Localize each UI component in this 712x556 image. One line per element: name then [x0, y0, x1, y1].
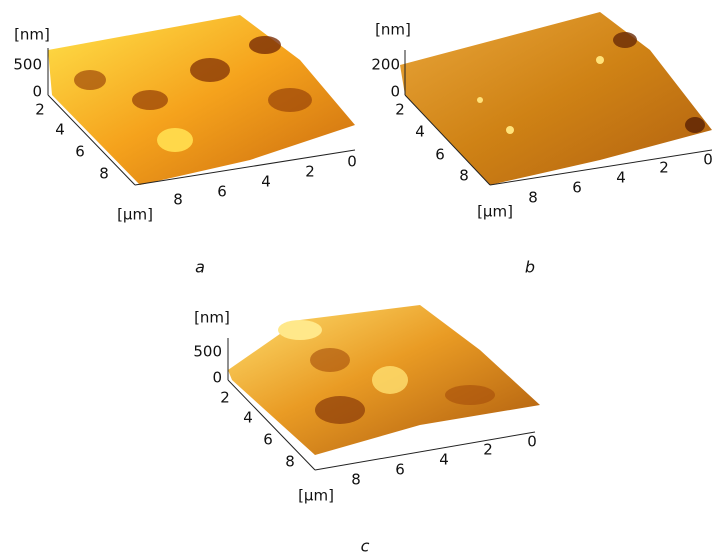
z-tick-label: 500 [193, 343, 222, 361]
base-tick-label: 8 [173, 191, 183, 209]
base-tick-label: 0 [703, 151, 712, 169]
surface-a [48, 15, 355, 185]
base-tick-label: 0 [527, 433, 537, 451]
depth-tick-label: 2 [220, 389, 230, 407]
depth-tick-label: 4 [243, 409, 253, 427]
base-tick-label: 6 [572, 179, 582, 197]
z-tick-label: 0 [390, 83, 400, 101]
caption: c [361, 537, 370, 556]
depth-tick-label: 6 [435, 146, 445, 164]
depth-tick-label: 8 [285, 453, 295, 471]
z-tick-label: 0 [32, 83, 42, 101]
z-tick-label: 0 [212, 369, 222, 387]
depth-tick-label: 4 [415, 123, 425, 141]
base-tick-label: 2 [483, 441, 493, 459]
base-tick-label: 0 [347, 153, 357, 171]
depth-tick-label: 2 [35, 101, 45, 119]
xy-unit: [μm] [477, 203, 513, 221]
caption: b [525, 258, 535, 277]
base-tick-label: 2 [659, 159, 669, 177]
base-tick-label: 6 [395, 461, 405, 479]
depth-tick-label: 4 [55, 121, 65, 139]
z-unit: [nm] [375, 21, 411, 39]
base-tick-label: 4 [439, 451, 449, 469]
z-tick-label: 500 [13, 56, 42, 74]
xy-unit: [μm] [117, 206, 153, 224]
z-unit: [nm] [14, 26, 50, 44]
xy-unit: [μm] [298, 487, 334, 505]
base-tick-label: 4 [616, 169, 626, 187]
z-unit: [nm] [194, 309, 230, 327]
base-tick-label: 8 [351, 471, 361, 489]
depth-tick-label: 6 [75, 143, 85, 161]
base-tick-label: 4 [261, 173, 271, 191]
depth-tick-label: 6 [263, 431, 273, 449]
depth-tick-label: 8 [459, 167, 469, 185]
page: [nm]5000246886420[μm]a[nm]2000246886420[… [0, 0, 712, 556]
base-tick-label: 2 [305, 163, 315, 181]
base-tick-label: 6 [217, 183, 227, 201]
figure: [nm]5000246886420[μm]a[nm]2000246886420[… [0, 0, 712, 556]
caption: a [195, 258, 205, 277]
depth-tick-label: 8 [99, 165, 109, 183]
base-tick-label: 8 [528, 189, 538, 207]
surface-c [228, 305, 540, 455]
depth-tick-label: 2 [395, 101, 405, 119]
z-tick-label: 200 [371, 56, 400, 74]
